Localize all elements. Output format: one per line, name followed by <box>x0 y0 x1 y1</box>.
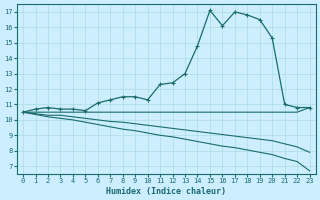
X-axis label: Humidex (Indice chaleur): Humidex (Indice chaleur) <box>106 187 226 196</box>
